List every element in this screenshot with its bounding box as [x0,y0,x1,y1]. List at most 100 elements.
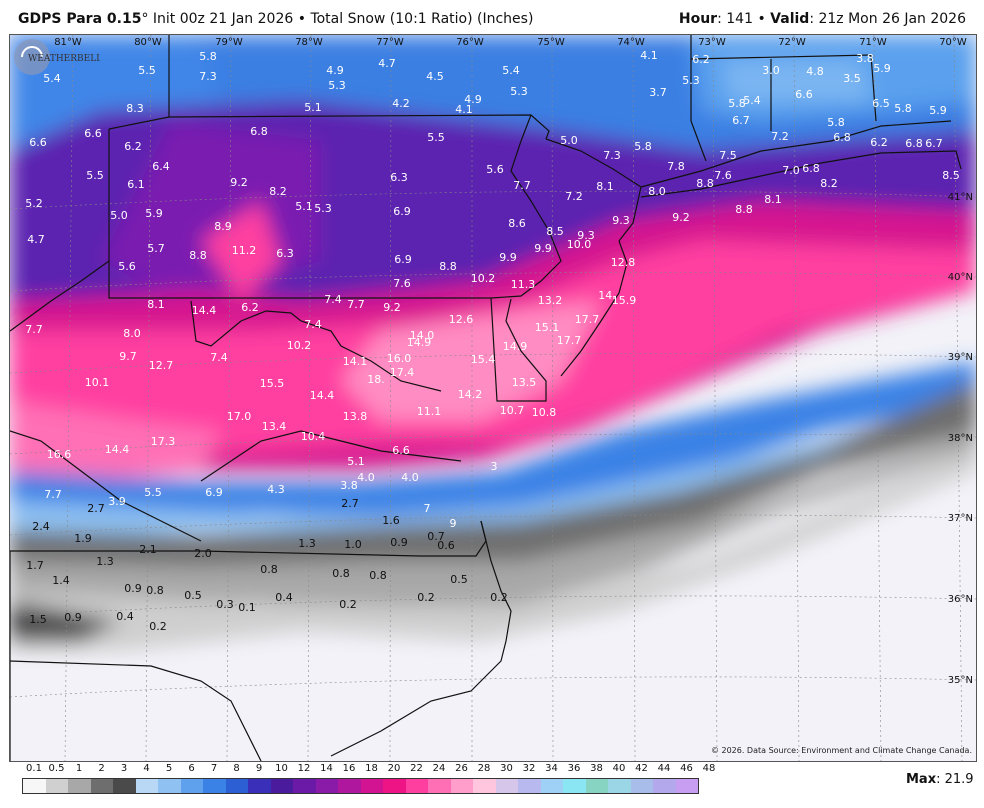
snow-value-label: 8.8 [189,249,207,262]
longitude-label: 75°W [537,37,565,48]
snow-value-label: 1.3 [298,537,316,550]
snow-value-label: 5.1 [304,101,322,114]
snow-value-label: 0.9 [64,611,82,624]
snow-value-label: 3 [491,460,498,473]
legend-swatch [113,779,136,793]
legend-swatch [675,779,698,793]
snow-value-label: 10.1 [85,376,110,389]
snow-value-label: 8.8 [735,203,753,216]
max-value: Max: 21.9 [906,772,974,787]
snow-value-label: 6.1 [127,178,145,191]
legend-swatch [473,779,496,793]
legend-swatch [158,779,181,793]
legend-tick-label: 24 [432,763,446,774]
legend-swatch [135,779,158,793]
legend-swatch [338,779,361,793]
snow-value-label: 4.8 [806,65,824,78]
snow-value-label: 0.9 [124,582,142,595]
latitude-label: 40°N [948,272,973,283]
snow-value-label: 14.2 [458,388,483,401]
title-left: GDPS Para 0.15° Init 00z 21 Jan 2026 • T… [18,11,533,27]
snow-value-label: 7.2 [565,190,583,203]
snow-value-label: 0.8 [146,584,164,597]
max-number: 21.9 [944,772,974,787]
longitude-label: 80°W [134,37,162,48]
snow-value-label: 16.0 [387,352,412,365]
snow-value-label: 4.0 [357,471,375,484]
header: GDPS Para 0.15° Init 00z 21 Jan 2026 • T… [0,0,984,34]
snow-value-label: 9.9 [499,251,517,264]
snow-value-label: 13.5 [512,376,537,389]
legend-tick-label: 28 [477,763,491,774]
snow-value-label: 9.7 [119,350,137,363]
snow-value-label: 10.7 [500,404,525,417]
snow-value-label: 9.2 [230,176,248,189]
snow-value-label: 5.8 [634,140,652,153]
snow-value-label: 6.8 [833,131,851,144]
snow-value-label: 0.7 [427,530,445,543]
snow-value-label: 4.9 [464,93,482,106]
snow-value-label: 8.8 [696,177,714,190]
legend-tick-label: 0.1 [26,763,42,774]
snow-value-label: 5.9 [929,104,947,117]
snow-value-label: 0.5 [184,589,202,602]
legend-tick-label: 38 [590,763,603,774]
legend-swatch [405,779,428,793]
legend-tick-label: 32 [522,763,536,774]
snow-values: 5.8 5.5 7.3 5.4 8.3 4.9 4.7 5.3 4.5 5.4 5.3 4.1 3.7 6… [25,49,960,633]
snow-value-label: 0.8 [260,563,278,576]
snow-value-label: 13.4 [262,420,287,433]
snow-value-label: 4.7 [378,57,396,70]
snow-value-label: 7 [424,502,431,515]
snow-value-label: 5.9 [145,207,163,220]
snow-value-label: 1.3 [96,555,114,568]
snow-value-label: 10.0 [567,238,592,251]
snow-value-label: 5.9 [873,62,891,75]
snow-value-label: 7.6 [714,169,732,182]
map-svg: 81°W 80°W 79°W 78°W 77°W 76°W 75°W 74°W 73°W 72°W… [10,35,976,761]
legend-swatch [518,779,541,793]
legend-swatch [293,779,316,793]
snow-value-label: 0.4 [116,610,134,623]
longitude-label: 73°W [698,37,726,48]
legend-tick-label: 2 [98,763,105,774]
latitude-label: 39°N [948,352,973,363]
snow-value-label: 4.1 [455,103,473,116]
longitude-label: 79°W [215,37,243,48]
snow-value-label: 14.9 [407,336,432,349]
snow-value-label: 0.8 [332,567,350,580]
snow-value-label: 9 [450,517,457,530]
legend-tick-label: 46 [680,763,693,774]
snow-value-label: 14.1 [343,355,368,368]
latitude-label: 38°N [948,433,973,444]
legend-swatch [383,779,406,793]
snow-value-label: 0.5 [450,573,468,586]
legend-swatch [630,779,653,793]
snow-value-label: 11.3 [511,278,536,291]
snow-value-label: 1.6 [382,514,400,527]
legend-tick-label: 36 [567,763,581,774]
snow-value-label: 3.8 [340,479,358,492]
legend-tick-label: 9 [255,763,263,774]
legend-tick-label: 8 [233,763,240,774]
longitude-label: 70°W [939,37,967,48]
snow-value-label: 8.9 [214,220,232,233]
snow-value-label: 5.8 [894,102,912,115]
legend-tick-label: 16 [342,763,356,774]
snow-value-label: 7.3 [603,149,621,162]
snow-value-label: 2.1 [139,543,157,556]
model-name: GDPS Para 0.15 [18,11,142,27]
latitude-label: 37°N [948,513,973,524]
legend-swatch [225,779,248,793]
degree-symbol: ° [141,11,149,27]
snow-value-label: 17.7 [575,313,600,326]
snow-value-label: 5.5 [138,64,156,77]
snow-value-label: 15.4 [471,353,496,366]
snow-value-label: 17.0 [227,410,252,423]
snow-value-label: 3.5 [843,72,861,85]
snow-value-label: 6.3 [276,247,294,260]
snow-value-label: 2.4 [32,520,50,533]
legend-tick-label: 0.5 [48,763,65,774]
snow-value-label: 0.3 [216,598,234,611]
legend-swatch [248,779,271,793]
